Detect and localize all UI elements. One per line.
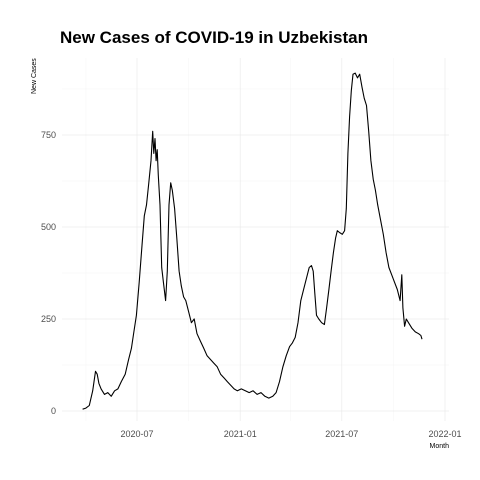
y-tick-label: 0 [51,406,56,416]
x-tick-label: 2021-07 [325,429,358,439]
series-group [83,73,422,409]
grid [62,58,449,421]
x-tick-label: 2021-01 [224,429,257,439]
x-tick-label: 2020-07 [120,429,153,439]
x-tick-label: 2022-01 [428,429,461,439]
y-tick-label: 250 [41,314,56,324]
series-line [83,73,422,409]
chart-title: New Cases of COVID-19 in Uzbekistan [60,28,368,47]
x-axis-title: Month [430,443,450,450]
y-tick-label: 750 [41,130,56,140]
y-tick-label: 500 [41,222,56,232]
y-axis-title: New Cases [31,58,38,94]
